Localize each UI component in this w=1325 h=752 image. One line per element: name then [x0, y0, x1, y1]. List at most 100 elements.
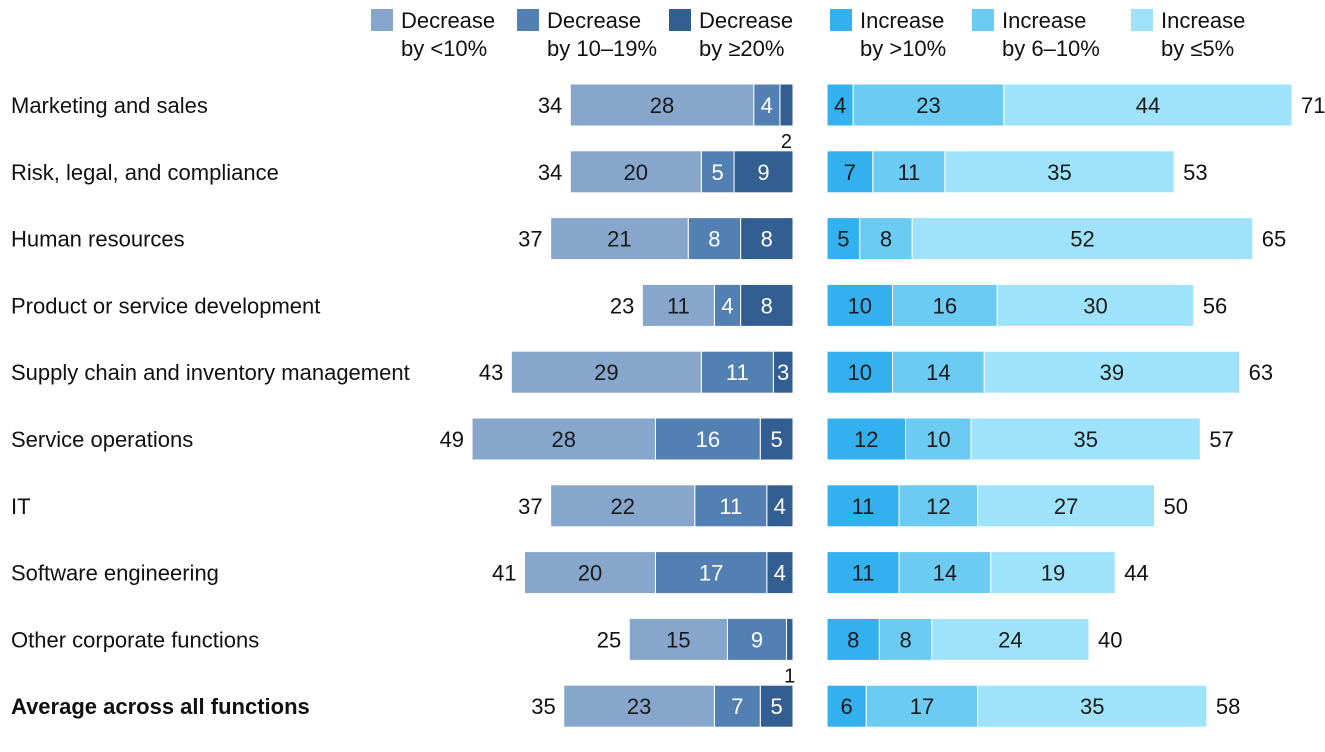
bar-dec_lt10-other-corporate-functions	[628, 617, 728, 661]
value-label-dec_10_19-human-resources: 8	[708, 227, 720, 252]
value-label-inc_6_10-software-engineering: 14	[933, 561, 957, 586]
value-label-dec_ge20-other-corporate-functions: 1	[784, 665, 795, 687]
value-label-dec_lt10-it: 22	[610, 494, 634, 519]
value-label-dec_lt10-marketing-and-sales: 28	[650, 93, 674, 118]
bar-inc_le5-human-resources	[911, 217, 1254, 261]
value-label-dec_10_19-average-across-all-functions: 7	[731, 694, 743, 719]
total-decrease-supply-chain-and-inventory-management: 43	[479, 360, 503, 385]
legend-label-dec_10_19: Decrease	[547, 8, 641, 33]
value-label-inc_6_10-average-across-all-functions: 17	[910, 694, 934, 719]
bar-inc_le5-marketing-and-sales	[1003, 83, 1293, 127]
value-label-dec_ge20-it: 4	[774, 494, 786, 519]
bar-dec_ge20-software-engineering	[766, 551, 794, 595]
bar-dec_ge20-it	[766, 484, 794, 528]
total-increase-service-operations: 57	[1209, 427, 1233, 452]
bar-inc_6_10-service-operations	[905, 417, 972, 461]
bar-inc_le5-average-across-all-functions	[977, 684, 1208, 728]
legend-label-dec_ge20: Decrease	[699, 8, 793, 33]
value-label-dec_10_19-service-operations: 16	[696, 427, 720, 452]
legend-label-inc_6_10: Increase	[1002, 8, 1086, 33]
value-label-inc_le5-software-engineering: 19	[1041, 561, 1065, 586]
legend-label-dec_lt10-line2: by <10%	[401, 36, 487, 61]
value-label-inc_le5-supply-chain-and-inventory-management: 39	[1100, 360, 1124, 385]
category-label-it: IT	[11, 494, 31, 519]
total-increase-product-or-service-development: 56	[1203, 293, 1227, 318]
bar-inc_le5-product-or-service-development	[996, 283, 1195, 327]
bar-inc_gt10-average-across-all-functions	[826, 684, 867, 728]
category-label-marketing-and-sales: Marketing and sales	[11, 93, 208, 118]
bar-inc_6_10-it	[898, 484, 979, 528]
value-label-dec_10_19-other-corporate-functions: 9	[751, 627, 763, 652]
category-label-service-operations: Service operations	[11, 427, 193, 452]
value-label-inc_6_10-supply-chain-and-inventory-management: 14	[926, 360, 950, 385]
value-label-dec_10_19-it: 11	[719, 494, 742, 519]
value-label-dec_10_19-software-engineering: 17	[699, 561, 723, 586]
value-label-inc_6_10-service-operations: 10	[926, 427, 950, 452]
value-label-inc_6_10-product-or-service-development: 16	[933, 293, 957, 318]
value-label-inc_gt10-risk-legal-and-compliance: 7	[844, 160, 856, 185]
value-label-inc_6_10-other-corporate-functions: 8	[899, 627, 911, 652]
value-label-dec_lt10-risk-legal-and-compliance: 20	[624, 160, 648, 185]
legend-label-dec_10_19-line2: by 10–19%	[547, 36, 657, 61]
value-label-inc_gt10-human-resources: 5	[837, 227, 849, 252]
bar-inc_6_10-human-resources	[859, 217, 913, 261]
value-label-dec_ge20-supply-chain-and-inventory-management: 3	[777, 360, 789, 385]
bar-dec_10_19-product-or-service-development	[713, 283, 742, 327]
total-decrease-human-resources: 37	[518, 227, 542, 252]
value-label-dec_ge20-product-or-service-development: 8	[761, 293, 773, 318]
value-label-dec_10_19-marketing-and-sales: 4	[761, 93, 773, 118]
bar-inc_gt10-risk-legal-and-compliance	[826, 150, 874, 194]
value-label-inc_6_10-it: 12	[926, 494, 950, 519]
value-label-inc_le5-marketing-and-sales: 44	[1136, 93, 1160, 118]
bar-dec_10_19-supply-chain-and-inventory-management	[700, 350, 774, 394]
total-decrease-service-operations: 49	[440, 427, 464, 452]
total-decrease-other-corporate-functions: 25	[597, 627, 621, 652]
legend-swatch-inc_gt10	[830, 9, 852, 31]
legend-swatch-dec_lt10	[371, 9, 393, 31]
value-label-inc_6_10-risk-legal-and-compliance: 11	[897, 160, 920, 185]
total-increase-human-resources: 65	[1262, 227, 1286, 252]
value-label-inc_le5-human-resources: 52	[1070, 227, 1094, 252]
value-label-dec_lt10-software-engineering: 20	[578, 561, 602, 586]
category-label-risk-legal-and-compliance: Risk, legal, and compliance	[11, 160, 279, 185]
bar-dec_ge20-human-resources	[740, 217, 794, 261]
total-decrease-risk-legal-and-compliance: 34	[538, 160, 562, 185]
bar-dec_lt10-product-or-service-development	[641, 283, 715, 327]
bar-inc_6_10-average-across-all-functions	[865, 684, 979, 728]
total-decrease-marketing-and-sales: 34	[538, 93, 562, 118]
bar-inc_le5-software-engineering	[990, 551, 1116, 595]
category-label-human-resources: Human resources	[11, 227, 185, 252]
value-label-inc_6_10-human-resources: 8	[880, 227, 892, 252]
value-label-dec_lt10-supply-chain-and-inventory-management: 29	[594, 360, 618, 385]
total-increase-risk-legal-and-compliance: 53	[1183, 160, 1207, 185]
value-label-dec_10_19-risk-legal-and-compliance: 5	[712, 160, 724, 185]
total-decrease-average-across-all-functions: 35	[531, 694, 555, 719]
value-label-dec_lt10-product-or-service-development: 11	[667, 293, 690, 318]
value-label-dec_ge20-human-resources: 8	[761, 227, 773, 252]
value-label-inc_gt10-marketing-and-sales: 4	[834, 93, 846, 118]
bar-dec_lt10-average-across-all-functions	[563, 684, 715, 728]
bar-dec_lt10-risk-legal-and-compliance	[569, 150, 702, 194]
bar-inc_gt10-it	[826, 484, 900, 528]
value-label-inc_le5-it: 27	[1054, 494, 1078, 519]
bar-dec_10_19-software-engineering	[654, 551, 768, 595]
legend-swatch-inc_6_10	[972, 9, 994, 31]
value-label-inc_le5-risk-legal-and-compliance: 35	[1047, 160, 1071, 185]
value-label-dec_ge20-software-engineering: 4	[774, 561, 786, 586]
total-decrease-software-engineering: 41	[492, 561, 516, 586]
category-label-supply-chain-and-inventory-management: Supply chain and inventory management	[11, 360, 410, 385]
total-increase-software-engineering: 44	[1124, 561, 1148, 586]
bar-inc_6_10-risk-legal-and-compliance	[872, 150, 946, 194]
bar-inc_le5-it	[977, 484, 1156, 528]
bar-inc_6_10-software-engineering	[898, 551, 992, 595]
total-increase-it: 50	[1164, 494, 1188, 519]
value-label-dec_ge20-risk-legal-and-compliance: 9	[757, 160, 769, 185]
total-decrease-product-or-service-development: 23	[610, 293, 634, 318]
bar-inc_gt10-marketing-and-sales	[826, 83, 854, 127]
total-increase-marketing-and-sales: 71	[1301, 93, 1325, 118]
value-label-dec_ge20-marketing-and-sales: 2	[781, 131, 792, 153]
value-label-inc_le5-other-corporate-functions: 24	[998, 627, 1022, 652]
legend-swatch-dec_ge20	[669, 9, 691, 31]
legend-label-inc_gt10-line2: by >10%	[860, 36, 946, 61]
